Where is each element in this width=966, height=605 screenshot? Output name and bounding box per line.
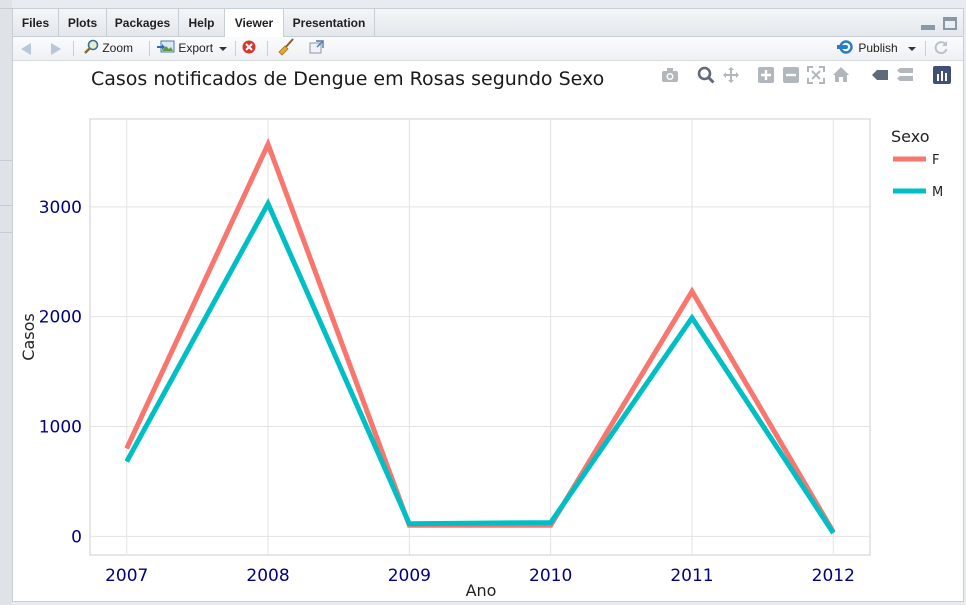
compare-hover-icon[interactable] xyxy=(896,66,914,84)
legend[interactable]: Sexo F M xyxy=(891,127,943,200)
x-axis-label: Ano xyxy=(466,581,497,600)
spike-lines-icon[interactable] xyxy=(871,66,889,84)
line-chart: 2007 2008 2009 2010 2011 2012 0 1000 2000 3000 A… xyxy=(19,118,943,600)
clear-viewer-button[interactable] xyxy=(277,37,295,60)
viewer-toolbar: Zoom Export xyxy=(13,37,963,61)
legend-title: Sexo xyxy=(891,127,929,146)
refresh-viewer-button[interactable] xyxy=(933,37,949,60)
zoom-in-icon[interactable] xyxy=(757,66,775,84)
chart-title: Casos notificados de Dengue em Rosas seg… xyxy=(91,68,605,90)
camera-icon[interactable] xyxy=(661,66,679,84)
y-axis-label: Casos xyxy=(19,313,38,360)
remove-viewer-button[interactable] xyxy=(241,37,257,60)
zoom-out-icon[interactable] xyxy=(782,66,800,84)
x-tick-label: 2011 xyxy=(670,566,713,586)
export-image-icon xyxy=(157,40,175,53)
pan-icon[interactable] xyxy=(722,66,740,84)
export-label: Export xyxy=(178,41,214,55)
plotly-modebar xyxy=(13,66,963,86)
y-tick-label: 2000 xyxy=(39,308,82,328)
publish-label: Publish xyxy=(858,41,898,55)
left-panel-edge xyxy=(0,0,12,605)
y-tick-label: 0 xyxy=(71,527,82,547)
y-tick-label: 3000 xyxy=(39,198,82,218)
tab-plots[interactable]: Plots xyxy=(59,9,107,36)
tab-viewer[interactable]: Viewer xyxy=(225,9,284,37)
tab-packages[interactable]: Packages xyxy=(107,9,179,36)
viewer-content: Casos notificados de Dengue em Rosas seg… xyxy=(13,61,963,601)
popout-icon xyxy=(309,40,324,54)
maximize-pane-icon[interactable] xyxy=(943,17,957,30)
refresh-icon xyxy=(934,41,948,55)
remove-icon xyxy=(242,40,256,54)
zoom-label: Zoom xyxy=(102,41,134,55)
minimize-pane-icon[interactable] xyxy=(921,25,935,30)
tab-presentation[interactable]: Presentation xyxy=(284,9,375,36)
popout-button[interactable] xyxy=(309,37,325,60)
publish-button[interactable]: Publish xyxy=(837,37,916,60)
autoscale-icon[interactable] xyxy=(807,66,825,84)
viewer-pane: Files Plots Packages Help Viewer Present… xyxy=(12,8,964,602)
zoom-button[interactable]: Zoom xyxy=(83,37,133,60)
zoom-mode-icon[interactable] xyxy=(697,66,715,84)
plotly-logo-icon[interactable] xyxy=(933,66,951,84)
plot-area xyxy=(89,118,871,556)
x-tick-label: 2009 xyxy=(388,566,431,586)
tab-files[interactable]: Files xyxy=(13,9,59,36)
legend-label-M: M xyxy=(932,185,943,200)
broom-icon xyxy=(278,38,294,56)
y-tick-label: 1000 xyxy=(39,418,82,438)
tab-help[interactable]: Help xyxy=(179,9,225,36)
export-button[interactable]: Export xyxy=(157,37,228,60)
x-tick-label: 2012 xyxy=(812,566,855,586)
magnifier-icon xyxy=(84,39,99,54)
tab-bar: Files Plots Packages Help Viewer Present… xyxy=(13,9,963,37)
back-arrow-icon[interactable] xyxy=(21,43,31,55)
reset-axes-icon[interactable] xyxy=(832,66,850,84)
publish-icon xyxy=(837,40,853,54)
x-tick-label: 2010 xyxy=(529,566,572,586)
forward-arrow-icon[interactable] xyxy=(51,43,61,55)
x-tick-label: 2007 xyxy=(105,566,148,586)
series-line-M[interactable] xyxy=(124,197,836,535)
x-tick-label: 2008 xyxy=(246,566,289,586)
legend-label-F: F xyxy=(932,153,939,168)
